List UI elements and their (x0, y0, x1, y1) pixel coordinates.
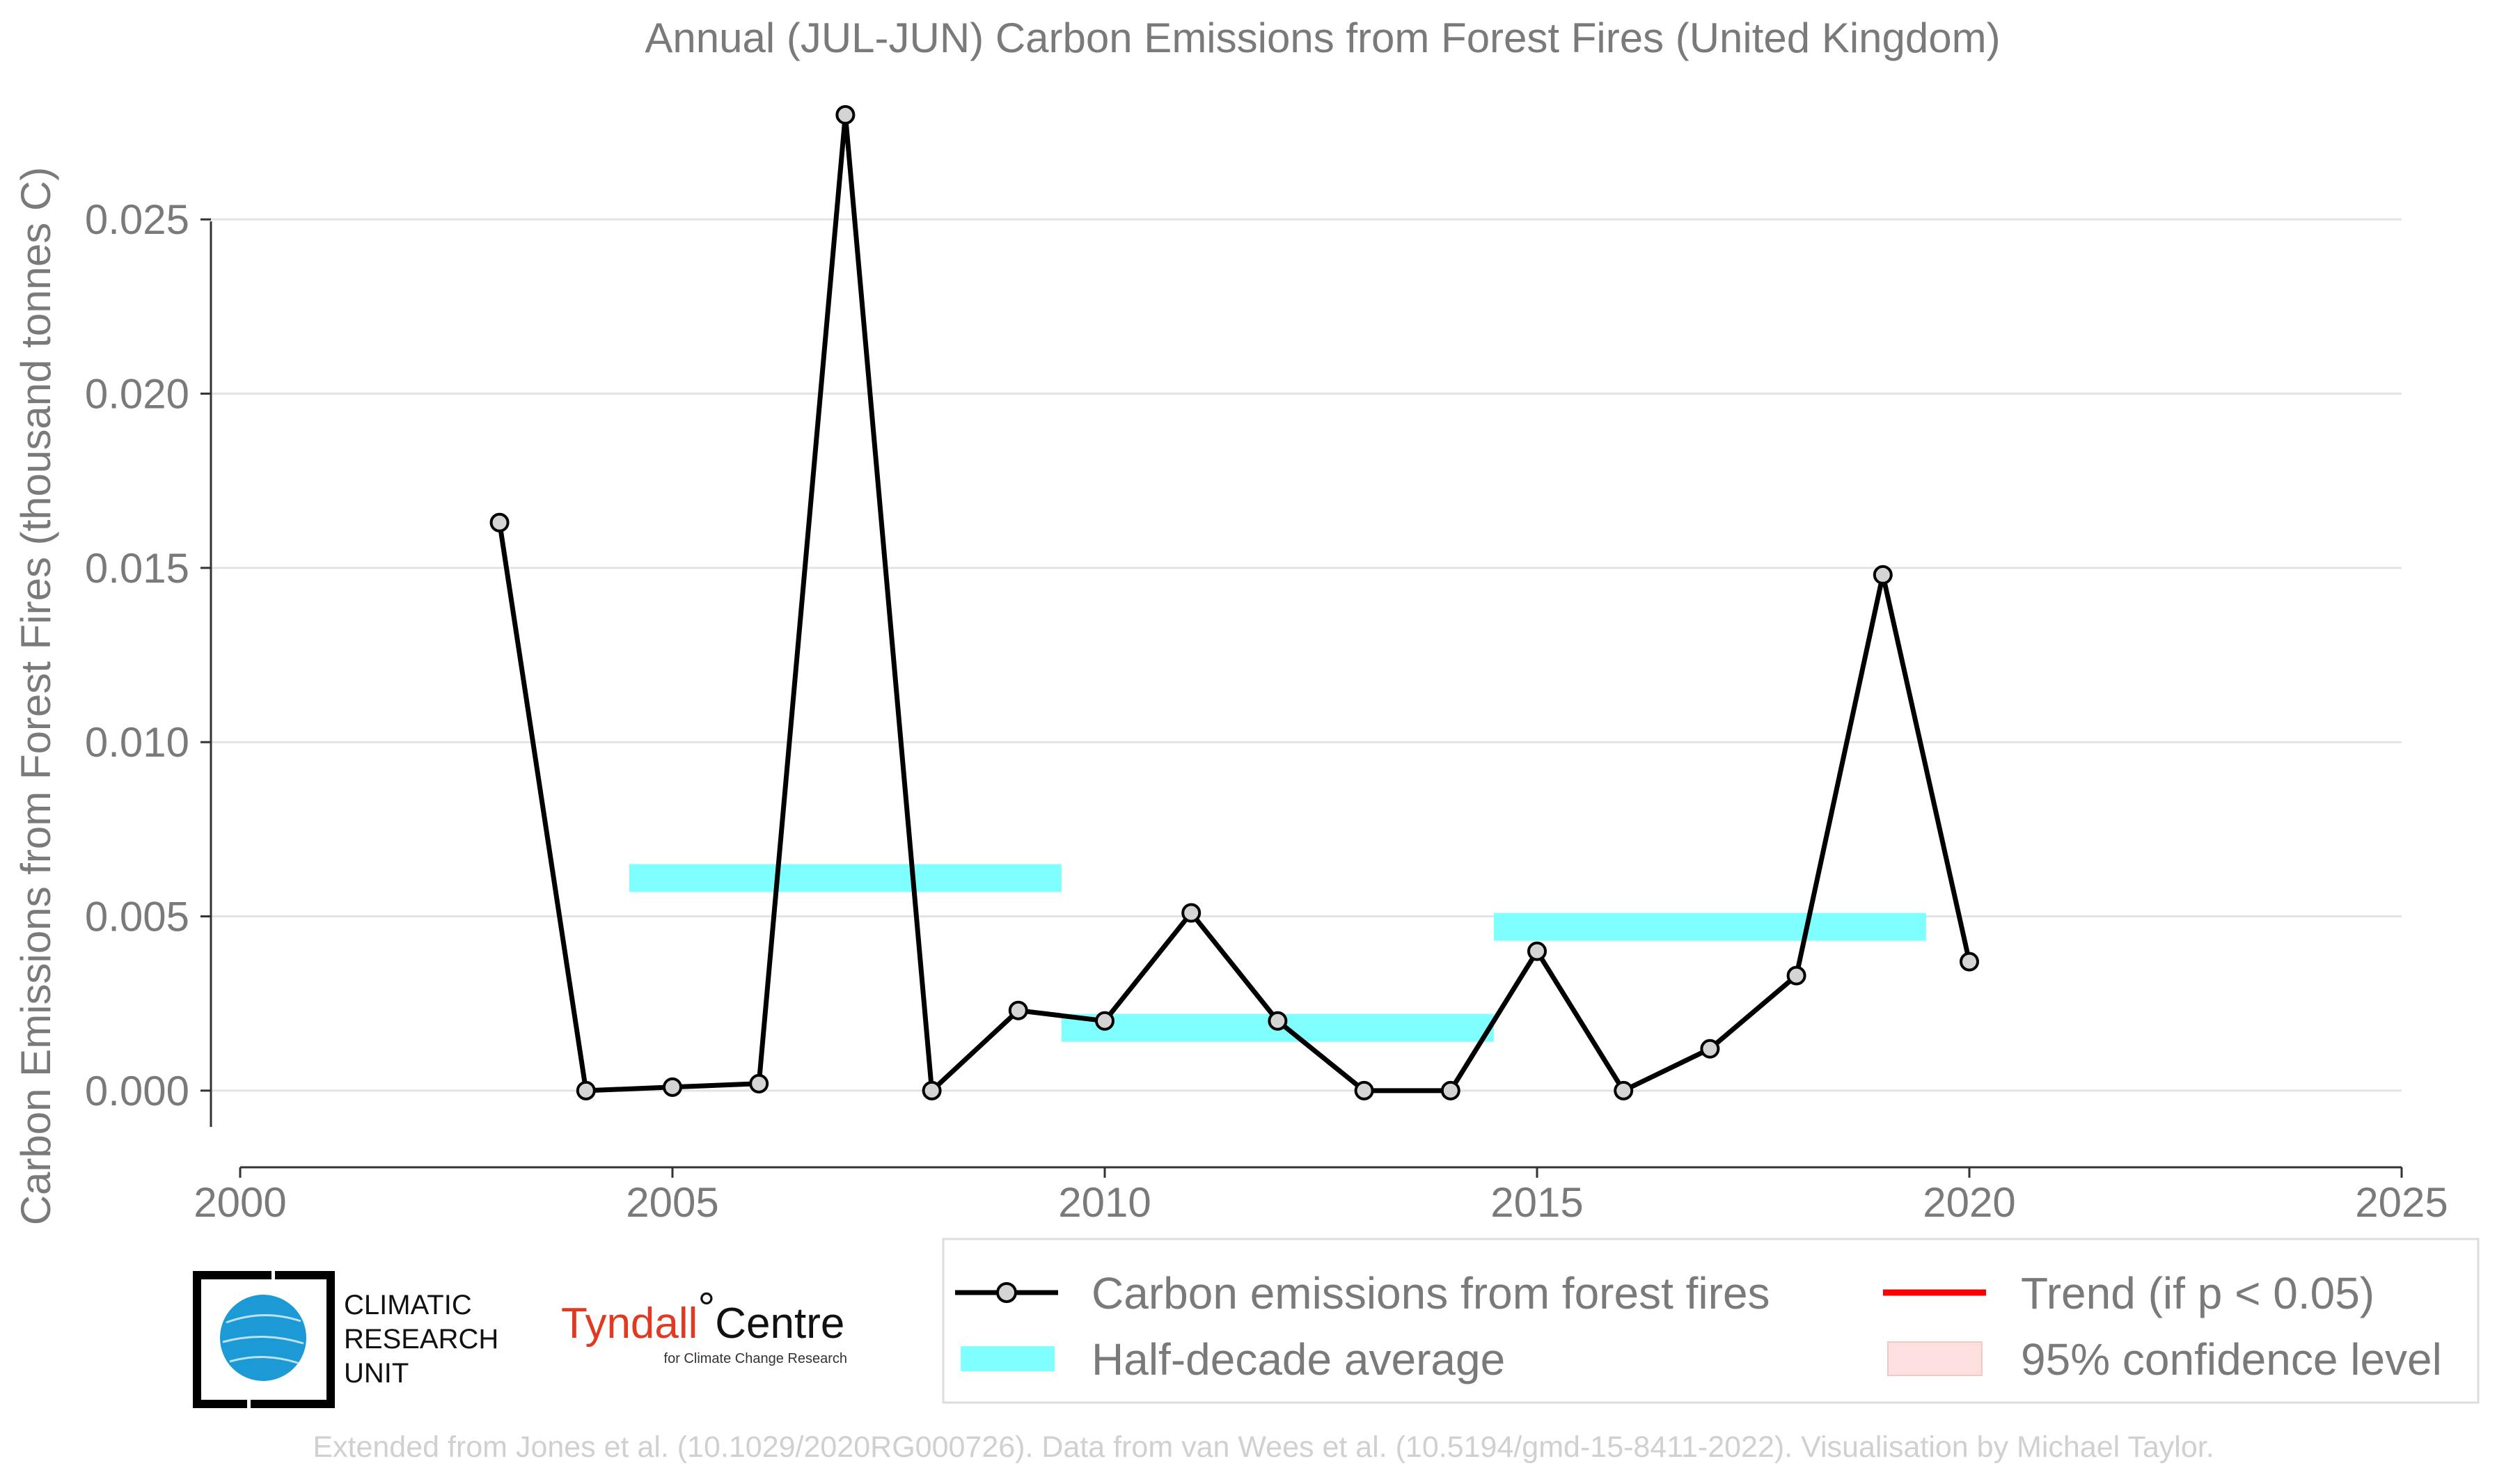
legend-swatch-half-decade (961, 1346, 1055, 1371)
y-tick-label: 0.000 (85, 1068, 189, 1114)
x-tick-label: 2005 (626, 1179, 718, 1226)
emissions-point (922, 1080, 942, 1100)
emissions-point (1960, 952, 1979, 972)
cru-text-line3: UNIT (344, 1358, 409, 1389)
legend-label-trend: Trend (if p < 0.05) (2021, 1268, 2374, 1318)
y-axis-label: Carbon Emissions from Forest Fires (thou… (13, 167, 59, 1226)
cru-text-line2: RESEARCH (344, 1324, 498, 1355)
cru-logo: CLIMATIC RESEARCH UNIT (193, 1271, 498, 1408)
x-tick-label: 2025 (2355, 1179, 2448, 1226)
y-tick-label: 0.010 (85, 719, 189, 766)
cru-globe-lines (222, 1313, 304, 1364)
emissions-point (1354, 1080, 1374, 1100)
emissions-point (489, 512, 510, 532)
y-tick-label: 0.025 (85, 196, 189, 243)
credit-line: Extended from Jones et al. (10.1029/2020… (313, 1430, 2214, 1464)
gridlines (200, 218, 2403, 1178)
half-decade-bands (629, 864, 1926, 1042)
emissions-point (749, 1073, 769, 1094)
x-tick-label: 2000 (194, 1179, 286, 1226)
emissions-point (835, 105, 856, 125)
tick-labels: 0.000 0.005 0.010 0.015 0.020 0.025 2000 2005 20… (85, 196, 2448, 1226)
legend-label-half-decade: Half-decade average (1092, 1334, 1505, 1384)
emissions-point (1873, 565, 1893, 585)
emissions-point (1268, 1011, 1288, 1031)
legend-marker-emissions (996, 1282, 1017, 1303)
emissions-point (1181, 903, 1202, 923)
emissions-point (1095, 1011, 1114, 1031)
emissions-point (1614, 1080, 1634, 1100)
emissions-point (1700, 1039, 1720, 1059)
x-tick-label: 2010 (1058, 1179, 1151, 1226)
y-tick-label: 0.015 (85, 545, 189, 592)
legend: Carbon emissions from forest fires Half-… (942, 1238, 2480, 1404)
emissions-point (1440, 1080, 1460, 1100)
emissions-series (489, 105, 1979, 1100)
x-tick-label: 2020 (1923, 1179, 2015, 1226)
legend-box (942, 1238, 2480, 1404)
emissions-point (1008, 1000, 1028, 1020)
emissions-point (663, 1077, 682, 1097)
half-decade-bar (1493, 913, 1926, 941)
axes (210, 221, 2402, 1169)
tyndall-name: Tyndall°Centre (561, 1284, 844, 1348)
tyndall-logo: Tyndall°Centre for Climate Change Resear… (561, 1284, 847, 1366)
legend-label-emissions: Carbon emissions from forest fires (1092, 1268, 1770, 1318)
tyndall-subtitle: for Climate Change Research (664, 1351, 847, 1366)
legend-swatch-confidence (1887, 1341, 1983, 1376)
emissions-point (1527, 941, 1547, 961)
emissions-point (576, 1080, 596, 1100)
cru-logo-frame (193, 1271, 335, 1408)
emissions-line (497, 112, 1972, 1094)
legend-label-confidence: 95% confidence level (2021, 1334, 2442, 1384)
y-tick-label: 0.005 (85, 894, 189, 940)
half-decade-bar (629, 864, 1062, 892)
emissions-point (1786, 965, 1806, 986)
y-tick-label: 0.020 (85, 371, 189, 418)
x-tick-label: 2015 (1490, 1179, 1583, 1226)
chart-title: Annual (JUL-JUN) Carbon Emissions from F… (645, 15, 2000, 61)
cru-text-line1: CLIMATIC (344, 1290, 472, 1320)
